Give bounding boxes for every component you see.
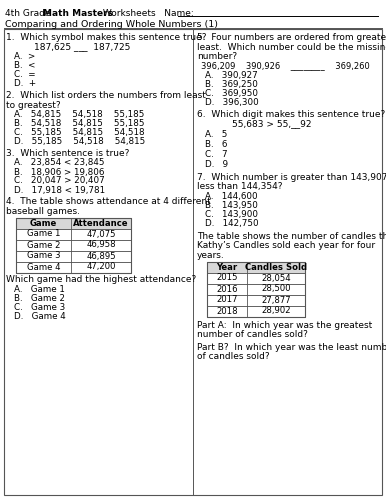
Text: 27,877: 27,877 bbox=[261, 296, 291, 304]
Text: 2017: 2017 bbox=[216, 296, 238, 304]
Text: of candles sold?: of candles sold? bbox=[197, 352, 270, 361]
Text: baseball games.: baseball games. bbox=[6, 207, 80, 216]
Text: to greatest?: to greatest? bbox=[6, 100, 61, 110]
Text: C.  =: C. = bbox=[14, 70, 36, 79]
Text: 2.  Which list orders the numbers from least: 2. Which list orders the numbers from le… bbox=[6, 91, 206, 100]
Text: least.  Which number could be the missing: least. Which number could be the missing bbox=[197, 42, 386, 51]
Text: A.   390,927: A. 390,927 bbox=[205, 71, 258, 80]
Text: 2018: 2018 bbox=[216, 306, 238, 316]
Text: Game 3: Game 3 bbox=[27, 252, 60, 260]
Text: Game: Game bbox=[30, 218, 57, 228]
Text: Game 2: Game 2 bbox=[27, 240, 60, 250]
Text: Kathy’s Candles sold each year for four: Kathy’s Candles sold each year for four bbox=[197, 242, 375, 250]
Text: Worksheets   Name:: Worksheets Name: bbox=[100, 9, 196, 18]
Text: less than 144,354?: less than 144,354? bbox=[197, 182, 283, 192]
Text: A.   23,854 < 23,845: A. 23,854 < 23,845 bbox=[14, 158, 105, 168]
Text: 4.  The table shows attendance at 4 different: 4. The table shows attendance at 4 diffe… bbox=[6, 198, 211, 206]
Bar bbox=[207, 306, 305, 316]
Text: 47,075: 47,075 bbox=[86, 230, 116, 238]
Text: 7.  Which number is greater than 143,907 and: 7. Which number is greater than 143,907 … bbox=[197, 173, 386, 182]
Text: number?: number? bbox=[197, 52, 237, 61]
Text: 1.  Which symbol makes this sentence true?: 1. Which symbol makes this sentence true… bbox=[6, 33, 207, 42]
Text: Attendance: Attendance bbox=[73, 218, 129, 228]
Text: B.   Game 2: B. Game 2 bbox=[14, 294, 65, 303]
Bar bbox=[16, 262, 131, 272]
Text: number of candles sold?: number of candles sold? bbox=[197, 330, 308, 339]
Text: A.   5: A. 5 bbox=[205, 130, 227, 139]
Text: 2015: 2015 bbox=[216, 274, 238, 282]
Bar bbox=[207, 294, 305, 306]
Text: Game 1: Game 1 bbox=[27, 230, 60, 238]
Text: B.   143,950: B. 143,950 bbox=[205, 201, 258, 210]
Text: Year: Year bbox=[217, 262, 237, 272]
Text: 28,902: 28,902 bbox=[261, 306, 291, 316]
Text: Part A:  In which year was the greatest: Part A: In which year was the greatest bbox=[197, 320, 372, 330]
Text: 46,895: 46,895 bbox=[86, 252, 116, 260]
Text: Math Masters: Math Masters bbox=[43, 9, 113, 18]
Text: The table shows the number of candles that: The table shows the number of candles th… bbox=[197, 232, 386, 241]
Text: 47,200: 47,200 bbox=[86, 262, 116, 272]
Bar bbox=[16, 228, 131, 239]
Text: D.   17,918 < 19,781: D. 17,918 < 19,781 bbox=[14, 186, 105, 194]
Text: B.  <: B. < bbox=[14, 61, 36, 70]
Text: C.   143,900: C. 143,900 bbox=[205, 210, 258, 219]
Bar bbox=[16, 218, 131, 272]
Text: D.   9: D. 9 bbox=[205, 160, 228, 169]
Text: 28,054: 28,054 bbox=[261, 274, 291, 282]
Text: C.   20,047 > 20,407: C. 20,047 > 20,407 bbox=[14, 176, 105, 186]
Text: 6.  Which digit makes this sentence true?: 6. Which digit makes this sentence true? bbox=[197, 110, 385, 119]
Text: 5.  Four numbers are ordered from greatest to: 5. Four numbers are ordered from greates… bbox=[197, 33, 386, 42]
Text: B.   18,906 > 19,806: B. 18,906 > 19,806 bbox=[14, 168, 104, 176]
Text: C.   Game 3: C. Game 3 bbox=[14, 303, 65, 312]
Text: D.  +: D. + bbox=[14, 79, 36, 88]
Bar bbox=[16, 250, 131, 262]
Text: B.   369,250: B. 369,250 bbox=[205, 80, 258, 89]
Text: Game 4: Game 4 bbox=[27, 262, 60, 272]
Text: 3.  Which sentence is true?: 3. Which sentence is true? bbox=[6, 149, 129, 158]
Text: B.   54,518    54,815    55,185: B. 54,518 54,815 55,185 bbox=[14, 119, 144, 128]
Text: D.   55,185    54,518    54,815: D. 55,185 54,518 54,815 bbox=[14, 137, 145, 146]
Bar bbox=[16, 218, 131, 228]
Bar bbox=[207, 262, 305, 272]
Text: A.   144,600: A. 144,600 bbox=[205, 192, 257, 201]
Text: Comparing and Ordering Whole Numbers (1): Comparing and Ordering Whole Numbers (1) bbox=[5, 20, 218, 29]
Text: Which game had the highest attendance?: Which game had the highest attendance? bbox=[6, 276, 196, 284]
Text: D.   142,750: D. 142,750 bbox=[205, 219, 259, 228]
Text: 55,683 > 55,__92: 55,683 > 55,__92 bbox=[232, 120, 312, 128]
Bar bbox=[207, 284, 305, 294]
Text: C.   369,950: C. 369,950 bbox=[205, 89, 258, 98]
Text: 28,500: 28,500 bbox=[261, 284, 291, 294]
Bar bbox=[16, 240, 131, 250]
Text: C.   55,185    54,815    54,518: C. 55,185 54,815 54,518 bbox=[14, 128, 145, 137]
Text: 2016: 2016 bbox=[216, 284, 238, 294]
Bar bbox=[207, 272, 305, 283]
Text: D.   Game 4: D. Game 4 bbox=[14, 312, 66, 321]
Text: 187,625 ___  187,725: 187,625 ___ 187,725 bbox=[34, 42, 130, 51]
Text: 4th Grade: 4th Grade bbox=[5, 9, 53, 18]
Text: 46,958: 46,958 bbox=[86, 240, 116, 250]
Bar bbox=[207, 262, 305, 316]
Text: Part B?  In which year was the least number: Part B? In which year was the least numb… bbox=[197, 342, 386, 351]
Text: 396,209    390,926    ________    369,260: 396,209 390,926 ________ 369,260 bbox=[201, 62, 370, 70]
Text: A.   54,815    54,518    55,185: A. 54,815 54,518 55,185 bbox=[14, 110, 144, 119]
Text: years.: years. bbox=[197, 251, 225, 260]
Text: A.   Game 1: A. Game 1 bbox=[14, 285, 65, 294]
Text: A.  >: A. > bbox=[14, 52, 35, 61]
Text: C.   7: C. 7 bbox=[205, 150, 228, 159]
Text: Candles Sold: Candles Sold bbox=[245, 262, 307, 272]
Text: B.   6: B. 6 bbox=[205, 140, 227, 149]
Text: D.   396,300: D. 396,300 bbox=[205, 98, 259, 107]
